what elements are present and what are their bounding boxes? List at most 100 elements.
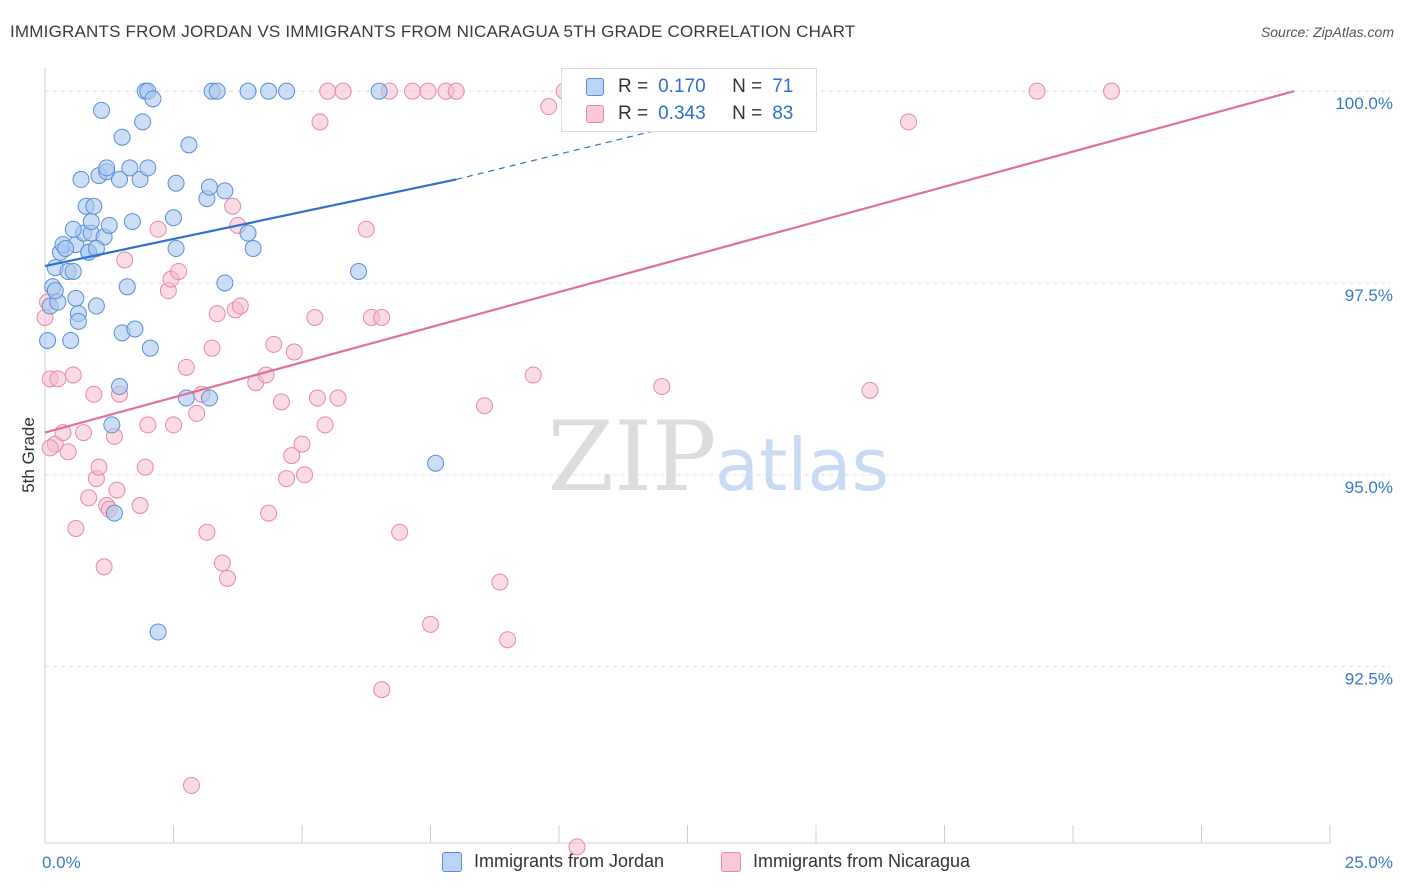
jordan-point: [64, 220, 82, 238]
jordan-point: [149, 623, 167, 641]
legend-item-jordan[interactable]: Immigrants from Jordan: [442, 851, 664, 872]
jordan-point: [278, 82, 296, 100]
nicaragua-point: [231, 297, 249, 315]
nicaragua-point: [131, 496, 149, 514]
grid-layer: [45, 90, 1390, 668]
nicaragua-point: [188, 404, 206, 422]
legend-item-nicaragua[interactable]: Immigrants from Nicaragua: [721, 851, 970, 872]
jordan-point: [98, 159, 116, 177]
jordan-points: [39, 82, 445, 641]
series-legend: Immigrants from Jordan Immigrants from N…: [0, 851, 1406, 877]
nicaragua-point: [208, 305, 226, 323]
nicaragua-point: [373, 308, 391, 326]
nicaragua-point: [41, 439, 59, 457]
legend-r-value: 0.343: [658, 103, 706, 124]
jordan-trend-line: [44, 178, 457, 268]
nicaragua-point: [108, 481, 126, 499]
jordan-point: [200, 178, 218, 196]
y-tick-label: 95.0%: [1345, 478, 1393, 497]
tick-labels: 100.0% 97.5% 95.0% 92.5% 0.0% 25.0%: [42, 94, 1393, 872]
jordan-point: [87, 297, 105, 315]
nicaragua-point: [283, 447, 301, 465]
nicaragua-point: [224, 197, 242, 215]
jordan-point: [144, 90, 162, 108]
jordan-point: [126, 320, 144, 338]
nicaragua-point: [278, 470, 296, 488]
jordan-point: [370, 82, 388, 100]
nicaragua-point: [900, 113, 918, 131]
jordan-point: [67, 289, 85, 307]
jordan-point: [134, 113, 152, 131]
axes-layer: [44, 68, 1331, 844]
jordan-point: [216, 274, 234, 292]
x-tick-label: 0.0%: [42, 853, 81, 872]
nicaragua-point: [568, 838, 586, 856]
trend-lines: [44, 90, 1295, 434]
nicaragua-point: [85, 385, 103, 403]
jordan-point: [82, 213, 100, 231]
nicaragua-point: [475, 397, 493, 415]
nicaragua-point: [373, 681, 391, 699]
jordan-point: [100, 216, 118, 234]
nicaragua-swatch: [586, 105, 604, 123]
jordan-point: [180, 136, 198, 154]
nicaragua-point: [316, 416, 334, 434]
legend-row-nicaragua: R = 0.343 N = 83: [586, 102, 793, 126]
jordan-point: [165, 209, 182, 227]
nicaragua-point: [75, 424, 93, 442]
legend-n-value: 71: [772, 76, 794, 97]
nicaragua-point: [419, 82, 437, 100]
nicaragua-point: [861, 381, 879, 399]
legend-item-label: Immigrants from Jordan: [474, 851, 665, 871]
nicaragua-point: [265, 335, 283, 353]
jordan-point: [85, 197, 103, 215]
nicaragua-point: [1103, 82, 1121, 100]
legend-r-label: R =: [618, 103, 649, 124]
jordan-point: [118, 278, 136, 296]
nicaragua-point: [329, 389, 347, 407]
nicaragua-point: [447, 82, 465, 100]
nicaragua-point: [285, 343, 303, 361]
jordan-point: [216, 182, 234, 200]
nicaragua-trend-line: [44, 90, 1295, 434]
nicaragua-point: [293, 435, 311, 453]
nicaragua-point: [49, 370, 67, 388]
jordan-point: [244, 239, 262, 257]
watermark-zip: ZIP: [547, 401, 716, 513]
jordan-point: [260, 82, 278, 100]
jordan-point: [64, 262, 82, 280]
legend-n-label: N =: [732, 103, 763, 124]
nicaragua-point: [80, 489, 98, 507]
y-tick-label: 97.5%: [1345, 286, 1393, 305]
jordan-point: [139, 159, 157, 177]
jordan-point: [46, 282, 64, 300]
legend-r-label: R =: [618, 76, 649, 97]
nicaragua-point: [311, 113, 329, 131]
jordan-point: [62, 332, 80, 350]
nicaragua-point: [198, 523, 216, 541]
jordan-point: [111, 170, 129, 188]
jordan-point: [167, 174, 185, 192]
jordan-point: [111, 378, 129, 396]
nicaragua-point: [116, 251, 134, 269]
jordan-point: [72, 170, 90, 188]
nicaragua-point: [306, 308, 324, 326]
y-axis-label: 5th Grade: [19, 417, 38, 493]
nicaragua-point: [170, 262, 188, 280]
jordan-swatch: [586, 78, 604, 96]
jordan-point: [93, 101, 111, 119]
nicaragua-point: [334, 82, 352, 100]
nicaragua-point: [95, 558, 113, 576]
nicaragua-point: [139, 416, 157, 434]
nicaragua-point: [218, 569, 236, 587]
source-label: Source: ZipAtlas.com: [1260, 24, 1394, 40]
nicaragua-point: [64, 366, 82, 384]
nicaragua-point: [1028, 82, 1046, 100]
jordan-point: [141, 339, 159, 357]
jordan-point: [239, 82, 257, 100]
nicaragua-point: [540, 98, 558, 116]
nicaragua-point: [357, 220, 375, 238]
chart-title: IMMIGRANTS FROM JORDAN VS IMMIGRANTS FRO…: [10, 22, 856, 41]
jordan-point: [103, 416, 121, 434]
